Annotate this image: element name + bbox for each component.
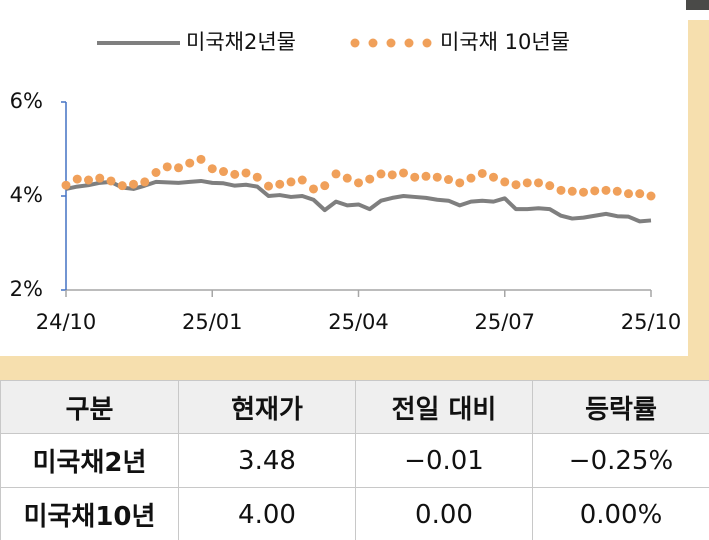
chart: 2% 4% 6% 24/10 25/01 25/04 25/07 25/10 미국채2년물 미국채… [9,30,682,334]
data-point [129,179,138,189]
row-name: 미국채2년 [0,433,179,488]
table-header: 구분 현재가 전일 대비 등락률 [0,380,709,434]
cell: −0.01 [355,433,533,488]
data-point [567,186,577,196]
data-point [95,173,105,183]
data-point [275,179,285,189]
data-point [61,180,71,190]
data-point [579,187,588,197]
data-point [241,168,251,178]
table-row: 미국채10년 4.00 0.00 0.00% [0,487,709,540]
legend-swatch [350,38,360,48]
data-point [590,186,600,196]
data-point [264,181,273,191]
data-point [106,176,116,186]
x-tick-label: 25/07 [474,310,535,334]
data-point [624,189,633,199]
data-point [466,173,476,183]
cell: 0.00% [532,487,709,540]
data-line [65,178,652,224]
data-point [140,177,150,187]
data-point [387,170,397,180]
legend-swatch [368,38,378,48]
data-point [399,168,408,178]
data-point [342,173,352,183]
data-point [174,163,183,173]
x-tick-label: 25/04 [328,310,389,334]
legend-label: 미국채 10년물 [440,30,570,54]
data-point [84,175,93,185]
frame-bottom [0,356,709,380]
data-point [545,181,555,191]
data-point [489,172,498,182]
x-tick-label: 25/01 [182,310,243,334]
data-point [309,184,318,194]
data-point [297,175,307,185]
legend-swatch [404,38,414,48]
row-name: 미국채10년 [0,487,179,540]
frame-right [688,20,709,380]
data-point [612,186,622,196]
data-point [376,169,386,179]
data-point [432,172,442,182]
data-point [196,154,206,164]
x-tick-label: 25/10 [621,310,682,334]
data-point [320,181,330,191]
x-tick-label: 24/10 [36,310,97,334]
header-cell: 전일 대비 [355,380,533,434]
data-point [185,158,195,168]
cell: 4.00 [178,487,356,540]
cell: 3.48 [178,433,356,488]
header-cell: 구분 [0,380,179,434]
data-point [410,172,420,182]
header-cell: 현재가 [178,380,356,434]
table-row: 미국채2년 3.48 −0.01 −0.25% [0,433,709,488]
header-cell: 등락률 [532,380,709,434]
legend-label: 미국채2년물 [186,30,296,54]
data-point [455,178,465,188]
data-point [522,178,532,188]
data-point [117,181,127,191]
data-point [556,185,566,195]
data-point [151,168,161,177]
data-point [534,178,543,188]
data-point [500,177,510,187]
data-point [286,177,296,187]
y-tick-label: 6% [10,89,43,113]
data-point [477,168,487,178]
data-point [635,189,645,199]
data-point [230,169,240,179]
y-tick-label: 2% [10,277,43,301]
frame-top-block [686,0,709,10]
cell: 0.00 [355,487,533,540]
data-point [646,191,656,201]
data-point [252,172,262,182]
data-point [354,178,363,188]
data-point [72,174,82,184]
data-point [365,174,375,184]
data-point [162,162,172,172]
quote-table: 구분 현재가 전일 대비 등락률 미국채2년 3.48 −0.01 −0.25%… [0,380,709,540]
cell: −0.25% [532,433,709,488]
data-point [601,185,611,195]
y-tick-label: 4% [10,183,43,207]
data-point [421,171,431,181]
data-point [511,180,521,190]
data-point [331,169,341,179]
legend-swatch [386,38,396,48]
data-point [444,175,453,185]
data-point [219,167,228,177]
data-point [207,164,217,174]
legend-swatch [422,38,432,48]
